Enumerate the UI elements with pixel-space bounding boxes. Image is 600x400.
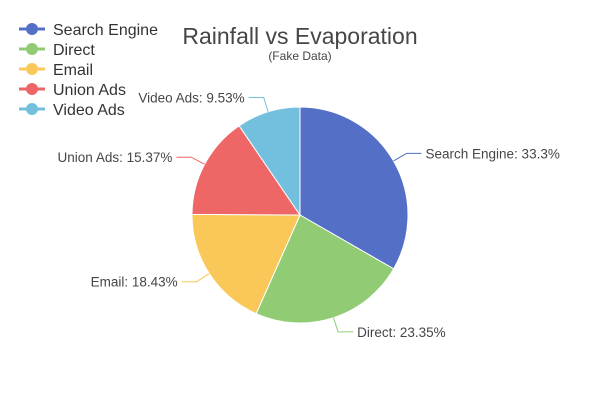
pie-slices xyxy=(191,106,409,324)
slice-label-union-ads: Union Ads: 15.37% xyxy=(58,150,173,165)
chart-title: Rainfall vs Evaporation xyxy=(182,23,417,49)
legend-label: Union Ads xyxy=(53,82,126,99)
slice-label-email: Email: 18.43% xyxy=(91,275,178,290)
legend-item-union-ads[interactable]: Union Ads xyxy=(19,82,126,99)
pie-slice-video-ads[interactable] xyxy=(238,106,301,217)
legend-item-search-engine[interactable]: Search Engine xyxy=(19,22,158,39)
legend-item-email[interactable]: Email xyxy=(19,62,93,79)
label-leader-line xyxy=(181,273,210,283)
legend-label: Email xyxy=(53,62,93,79)
pie-slice-email[interactable] xyxy=(191,213,301,315)
label-leader-line xyxy=(176,156,205,165)
legend-marker xyxy=(26,63,38,75)
label-leader-line xyxy=(393,152,422,162)
slice-label-direct: Direct: 23.35% xyxy=(357,325,446,340)
label-leader-line xyxy=(248,97,269,112)
legend-item-video-ads[interactable]: Video Ads xyxy=(19,102,125,119)
slice-labels: Search Engine: 33.3% Direct: 23.35% Email:… xyxy=(58,91,560,340)
pie-slice-search-engine[interactable] xyxy=(299,106,409,270)
pie-slice-direct[interactable] xyxy=(255,214,395,324)
legend-marker xyxy=(26,103,38,115)
legend-label: Search Engine xyxy=(53,22,158,39)
legend-marker xyxy=(26,23,38,35)
legend-label: Direct xyxy=(53,42,95,59)
legend-label: Video Ads xyxy=(53,102,125,119)
legend-item-direct[interactable]: Direct xyxy=(19,42,95,59)
pie-slice-union-ads[interactable] xyxy=(191,125,301,216)
chart-subtitle: (Fake Data) xyxy=(268,49,331,63)
label-leader-line xyxy=(333,317,354,333)
slice-label-video-ads: Video Ads: 9.53% xyxy=(138,91,244,106)
legend-marker xyxy=(26,43,38,55)
legend: Search Engine Direct Email Union Ads Video A… xyxy=(19,22,158,119)
slice-label-search-engine: Search Engine: 33.3% xyxy=(426,146,560,161)
legend-marker xyxy=(26,83,38,95)
